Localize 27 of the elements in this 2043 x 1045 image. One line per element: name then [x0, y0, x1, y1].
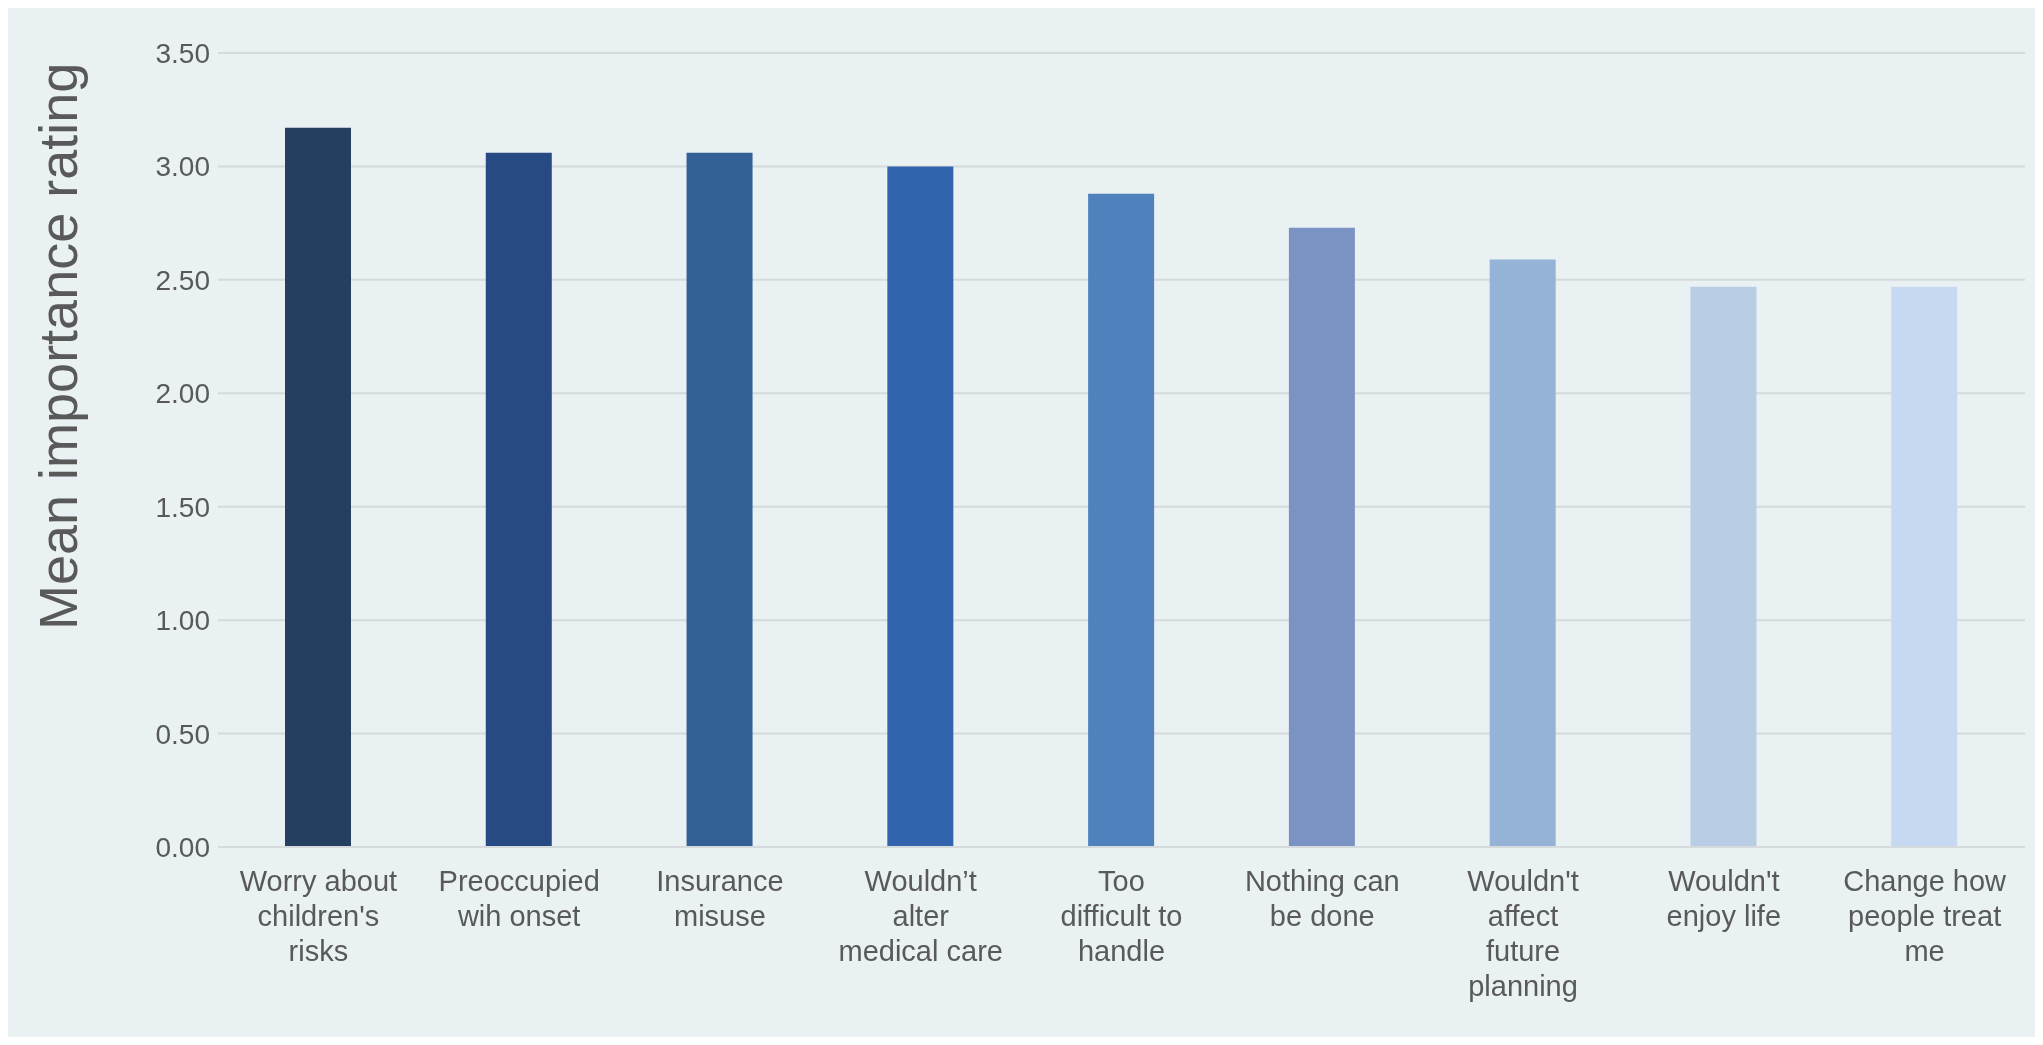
bar: [285, 127, 351, 847]
y-tick-label: 0.00: [155, 831, 210, 863]
y-tick-label: 3.00: [155, 151, 210, 183]
bar: [1690, 286, 1757, 847]
x-tick-label: Insurance misuse: [656, 865, 784, 932]
y-tick-label: 1.00: [155, 605, 210, 637]
x-tick-label: Too difficult to handle: [1060, 865, 1183, 967]
x-tick-label: Change how people treat me: [1843, 865, 2008, 967]
bar: [485, 152, 552, 847]
x-tick-label: Wouldn’t alter medical care: [838, 865, 1003, 967]
bar: [1288, 227, 1355, 847]
x-tick-label: Preoccupied wih onset: [438, 865, 600, 932]
bar: [887, 166, 954, 847]
x-tick-label: Wouldn't enjoy life: [1666, 865, 1782, 932]
x-tick-label: Wouldn't affect future planning: [1467, 865, 1579, 1002]
y-axis-title: Mean importance rating: [28, 62, 89, 630]
x-tick-label: Nothing can be done: [1244, 865, 1400, 932]
bar: [1489, 259, 1556, 847]
y-tick-label: 0.50: [155, 718, 210, 750]
bar: [1088, 193, 1155, 847]
y-tick-label: 2.50: [155, 264, 210, 296]
bar: [686, 152, 753, 847]
bar: [1891, 286, 1958, 847]
y-tick-label: 3.50: [155, 37, 210, 69]
y-tick-label: 2.00: [155, 378, 210, 410]
x-tick-label: Worry about children's risks: [239, 865, 398, 967]
y-tick-label: 1.50: [155, 491, 210, 523]
